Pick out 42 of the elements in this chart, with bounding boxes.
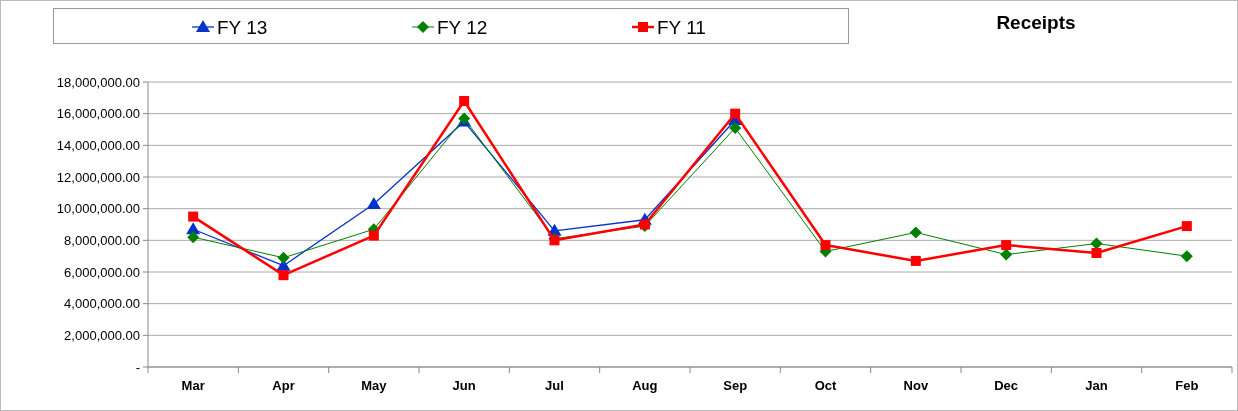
legend-label: FY 13 xyxy=(217,16,268,38)
x-tick-label: Jan xyxy=(1085,378,1108,393)
y-tick-label: 16,000,000.00 xyxy=(56,106,140,122)
point xyxy=(1091,248,1102,258)
x-tick-label: Nov xyxy=(903,378,929,393)
x-tick-label: Mar xyxy=(181,378,205,393)
y-tick-label: 6,000,000.00 xyxy=(64,264,140,280)
x-tick-label: Jul xyxy=(545,378,564,393)
point xyxy=(187,231,200,244)
x-tick-label: Aug xyxy=(632,378,658,393)
point xyxy=(1180,250,1193,263)
y-tick-label: 18,000,000.00 xyxy=(56,74,140,90)
point xyxy=(1001,240,1012,251)
legend-label: FY 12 xyxy=(437,16,488,38)
y-tick-label: - xyxy=(135,359,140,375)
point xyxy=(368,230,379,241)
point xyxy=(1181,221,1192,232)
legend-label: FY 11 xyxy=(657,16,706,38)
x-tick-label: May xyxy=(361,378,388,393)
x-tick-label: Sep xyxy=(723,378,748,393)
point xyxy=(730,108,741,119)
point xyxy=(188,211,199,222)
point xyxy=(366,196,381,209)
x-tick-label: Apr xyxy=(272,378,295,393)
point xyxy=(277,251,290,264)
y-tick-label: 4,000,000.00 xyxy=(64,296,140,312)
point xyxy=(459,96,470,106)
y-tick-label: 12,000,000.00 xyxy=(56,169,140,185)
point xyxy=(278,270,289,281)
x-tick-label: Jun xyxy=(452,378,476,393)
x-tick-label: Feb xyxy=(1175,378,1199,393)
chart-title: Receipts xyxy=(996,12,1076,33)
y-tick-label: 14,000,000.00 xyxy=(56,137,140,153)
point xyxy=(820,240,831,251)
y-tick-label: 8,000,000.00 xyxy=(64,232,140,248)
y-tick-label: 10,000,000.00 xyxy=(56,201,140,217)
x-tick-label: Dec xyxy=(994,378,1019,393)
y-tick-label: 2,000,000.00 xyxy=(64,327,140,343)
point xyxy=(909,226,922,239)
point xyxy=(729,121,742,134)
point xyxy=(910,255,921,266)
x-tick-label: Oct xyxy=(814,378,838,393)
